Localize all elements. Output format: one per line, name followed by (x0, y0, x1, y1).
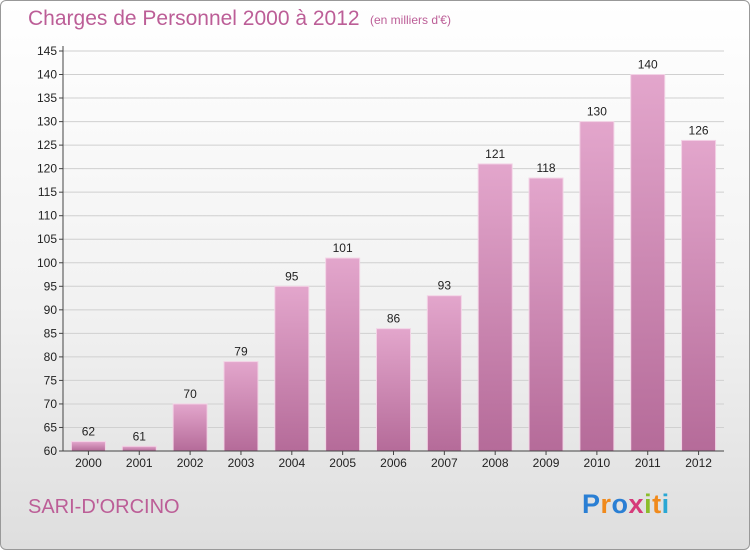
y-tick-label: 70 (44, 397, 58, 411)
x-tick-label-2010: 2010 (584, 456, 611, 470)
x-tick-label-2000: 2000 (75, 456, 102, 470)
x-tick-label-2008: 2008 (482, 456, 509, 470)
proxiti-logo: Proxiti (582, 489, 670, 520)
data-label-2006: 86 (387, 312, 401, 326)
bar-2000 (70, 441, 106, 452)
y-tick-label: 130 (37, 115, 57, 129)
data-label-2007: 93 (438, 279, 452, 293)
bar-2012 (681, 139, 717, 452)
bar-2008 (477, 163, 513, 452)
logo-letter: o (611, 489, 629, 519)
logo-letter: i (644, 489, 653, 519)
data-label-2004: 95 (285, 269, 299, 283)
y-tick-label: 95 (44, 279, 58, 293)
data-label-2005: 101 (333, 241, 353, 255)
logo-letter: P (582, 489, 601, 519)
chart-unit: (en milliers d'€) (370, 13, 451, 27)
bar-2009 (528, 177, 564, 452)
y-tick-label: 80 (44, 350, 58, 364)
bar-2006 (376, 328, 411, 452)
bar-2011 (630, 74, 666, 452)
y-tick-label: 115 (38, 185, 57, 199)
bar-2001 (121, 445, 157, 452)
y-tick-label: 85 (44, 326, 58, 340)
bar-2002 (172, 403, 208, 452)
data-label-2001: 61 (133, 429, 147, 443)
y-tick-label: 135 (37, 91, 57, 105)
data-label-2010: 130 (587, 105, 607, 119)
y-tick-label: 120 (37, 162, 57, 176)
y-tick-label: 125 (37, 138, 57, 152)
data-label-2009: 118 (536, 161, 555, 175)
bar-2007 (426, 295, 462, 452)
logo-letter: t (652, 489, 662, 519)
x-tick-label-2012: 2012 (685, 456, 712, 470)
x-tick-label-2002: 2002 (177, 456, 204, 470)
x-tick-label-2005: 2005 (329, 456, 356, 470)
bar-2005 (325, 257, 361, 452)
x-tick-label-2007: 2007 (431, 456, 458, 470)
data-label-2012: 126 (689, 123, 709, 137)
bar-2010 (579, 121, 615, 452)
x-tick-label-2004: 2004 (278, 456, 305, 470)
data-label-2003: 79 (234, 345, 248, 359)
y-tick-label: 60 (44, 444, 58, 458)
data-label-2002: 70 (183, 387, 197, 401)
data-label-2008: 121 (485, 147, 505, 161)
y-tick-label: 75 (44, 373, 58, 387)
x-tick-label-2006: 2006 (380, 456, 407, 470)
bar-2004 (274, 285, 310, 452)
data-label-2000: 62 (82, 425, 96, 439)
y-tick-label: 90 (44, 303, 58, 317)
y-tick-label: 105 (37, 232, 57, 246)
x-tick-label-2011: 2011 (635, 456, 661, 470)
y-tick-label: 65 (44, 420, 58, 434)
x-tick-label-2003: 2003 (228, 456, 255, 470)
x-tick-label-2009: 2009 (533, 456, 560, 470)
y-tick-label: 145 (37, 44, 57, 58)
y-tick-label: 100 (37, 256, 57, 270)
location-name: SARI-D'ORCINO (28, 496, 180, 518)
x-tick-label-2001: 2001 (126, 456, 153, 470)
y-tick-label: 110 (38, 209, 57, 223)
logo-letter: i (661, 489, 670, 519)
chart-title: Charges de Personnel 2000 à 2012 (28, 7, 360, 30)
y-tick-label: 140 (37, 68, 57, 82)
data-label-2011: 140 (638, 58, 658, 72)
bar-2003 (223, 361, 259, 452)
logo-letter: x (628, 489, 645, 519)
logo-letter: r (600, 489, 612, 519)
